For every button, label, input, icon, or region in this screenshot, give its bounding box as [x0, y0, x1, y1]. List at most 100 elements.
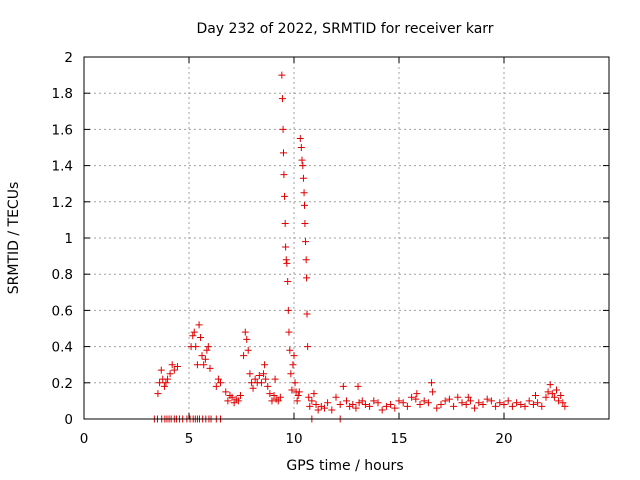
data-point: [200, 361, 208, 369]
data-point: [403, 402, 411, 410]
data-point: [222, 388, 230, 396]
data-point: [289, 361, 297, 369]
data-point: [416, 401, 424, 409]
data-point: [479, 401, 487, 409]
data-point: [299, 174, 307, 182]
data-point: [224, 397, 232, 405]
data-point: [408, 393, 416, 401]
data-point: [374, 399, 382, 407]
data-point: [413, 390, 421, 398]
data-point: [464, 393, 472, 401]
data-point: [286, 346, 294, 354]
data-point: [542, 393, 550, 401]
data-point: [306, 402, 314, 410]
data-point: [203, 346, 211, 354]
data-point: [561, 402, 569, 410]
y-tick-label: 1.6: [52, 122, 73, 138]
y-tick-label: 0.4: [52, 340, 73, 356]
data-point: [228, 393, 236, 401]
x-tick-label: 10: [285, 431, 302, 447]
data-point: [304, 343, 312, 351]
data-point: [559, 399, 567, 407]
x-tick-label: 20: [495, 431, 512, 447]
data-point: [157, 366, 165, 374]
data-point: [170, 366, 178, 374]
x-tick-label: 5: [185, 431, 194, 447]
data-point: [168, 361, 176, 369]
data-point: [320, 404, 328, 412]
data-point: [308, 397, 316, 405]
y-tick-label: 1.2: [52, 195, 73, 211]
data-point: [166, 370, 174, 378]
data-point: [271, 375, 279, 383]
data-point: [339, 382, 347, 390]
data-point: [282, 256, 290, 264]
data-point: [206, 364, 214, 372]
y-tick-label: 0.8: [52, 267, 73, 283]
chart-title: Day 232 of 2022, SRMTID for receiver kar…: [196, 21, 493, 37]
y-tick-label: 1.8: [52, 86, 73, 102]
data-point: [241, 328, 249, 336]
data-point: [264, 382, 272, 390]
data-point: [483, 395, 491, 403]
x-axis-label: GPS time / hours: [286, 458, 403, 474]
data-point: [557, 391, 565, 399]
x-tick-label: 15: [390, 431, 407, 447]
data-point: [201, 355, 209, 363]
data-point: [538, 402, 546, 410]
data-point: [346, 402, 354, 410]
y-axis-label: SRMTID / TECUs: [6, 182, 22, 295]
data-point: [284, 306, 292, 314]
y-tick-label: 1: [64, 231, 73, 247]
data-point: [283, 259, 291, 267]
data-point: [544, 388, 552, 396]
data-point: [270, 391, 278, 399]
data-point: [296, 134, 304, 142]
data-point: [243, 335, 251, 343]
data-point: [525, 397, 533, 405]
data-point: [550, 393, 558, 401]
data-point: [192, 343, 200, 351]
data-point: [278, 71, 286, 79]
data-point: [462, 401, 470, 409]
data-point: [349, 401, 357, 409]
data-point: [300, 189, 308, 197]
data-point: [299, 162, 307, 170]
data-point: [249, 384, 257, 392]
data-point: [370, 397, 378, 405]
data-point: [197, 334, 205, 342]
data-point: [294, 391, 302, 399]
data-point: [257, 379, 265, 387]
data-point: [412, 395, 420, 403]
data-point: [332, 393, 340, 401]
data-point: [437, 401, 445, 409]
data-point: [302, 238, 310, 246]
data-point: [268, 397, 276, 405]
data-point: [284, 277, 292, 285]
data-point: [358, 397, 366, 405]
y-tick-labels: 0 0.2 0.4 0.6 0.8 1 1.2 1.4 1.6 1.8 2: [52, 50, 73, 428]
data-point: [471, 404, 479, 412]
data-point: [154, 390, 162, 398]
data-point: [262, 375, 270, 383]
data-point: [324, 399, 332, 407]
data-point: [297, 144, 305, 151]
data-point: [303, 274, 311, 282]
data-point: [517, 401, 525, 409]
data-point: [244, 346, 252, 354]
data-point: [429, 388, 437, 396]
data-point: [433, 404, 441, 412]
data-point: [312, 401, 320, 409]
data-point: [466, 397, 474, 405]
data-point: [293, 397, 301, 405]
data-point: [302, 256, 310, 264]
data-point: [366, 402, 374, 410]
data-point: [382, 402, 390, 410]
data-point: [261, 361, 269, 369]
data-point: [281, 220, 289, 228]
data-point: [450, 402, 458, 410]
data-point: [521, 402, 529, 410]
data-point: [301, 201, 308, 209]
